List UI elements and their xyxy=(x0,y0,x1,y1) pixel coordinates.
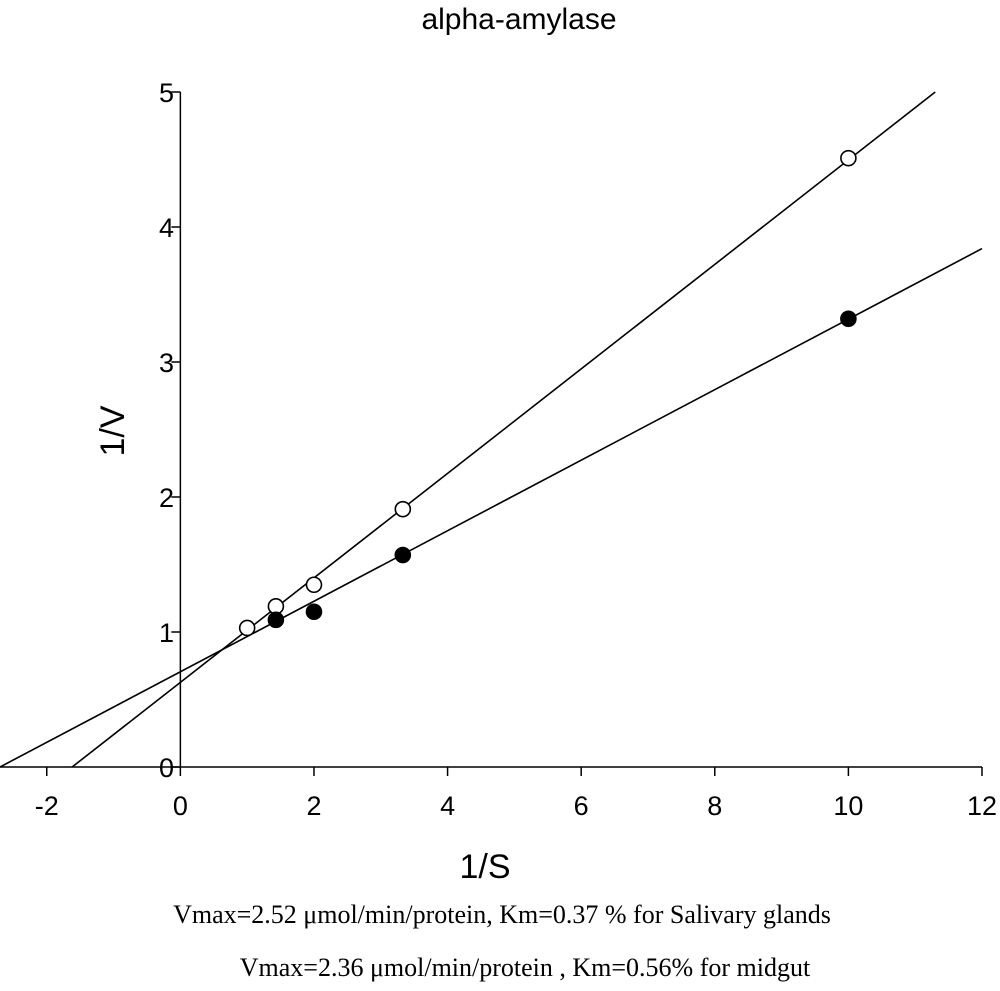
y-tick-label: 1 xyxy=(159,618,174,648)
x-axis-label: 1/S xyxy=(459,848,510,886)
filled-circle-point xyxy=(394,546,412,564)
fit-lines xyxy=(0,91,983,768)
y-tick-label: 4 xyxy=(159,213,174,243)
y-axis-ticks: 0 1 2 3 4 5 xyxy=(159,78,181,783)
open-circle-point xyxy=(394,500,412,518)
y-tick-label: 2 xyxy=(159,483,174,513)
open-circle-point xyxy=(305,576,323,594)
chart-title: alpha-amylase xyxy=(421,3,616,36)
annotation-midgut: Vmax=2.36 μmol/min/protein , Km=0.56% fo… xyxy=(240,953,811,982)
y-tick-label: 0 xyxy=(159,753,174,783)
filled-circle-point xyxy=(267,611,285,629)
filled-circle-point xyxy=(305,603,323,621)
annotation-salivary: Vmax=2.52 μmol/min/protein, Km=0.37 % fo… xyxy=(173,900,831,929)
x-tick-label: 12 xyxy=(967,791,997,821)
x-axis-ticks: -2 0 2 4 6 8 10 12 xyxy=(35,767,997,821)
y-axis-label: 1/V xyxy=(94,405,132,456)
open-circle-point xyxy=(238,619,256,637)
fit-line-open xyxy=(71,91,936,768)
x-tick-label: 10 xyxy=(833,791,863,821)
open-circle-point xyxy=(840,149,857,167)
x-tick-label: 0 xyxy=(173,791,188,821)
x-tick-label: -2 xyxy=(35,791,59,821)
y-tick-label: 5 xyxy=(159,78,174,108)
filled-circle-point xyxy=(840,310,857,328)
axes xyxy=(0,92,982,768)
y-tick-label: 3 xyxy=(159,348,174,378)
x-tick-label: 4 xyxy=(440,791,455,821)
x-tick-label: 2 xyxy=(306,791,321,821)
x-tick-label: 6 xyxy=(574,791,589,821)
x-tick-label: 8 xyxy=(707,791,722,821)
data-markers xyxy=(238,149,857,637)
fit-line-filled xyxy=(0,247,983,768)
